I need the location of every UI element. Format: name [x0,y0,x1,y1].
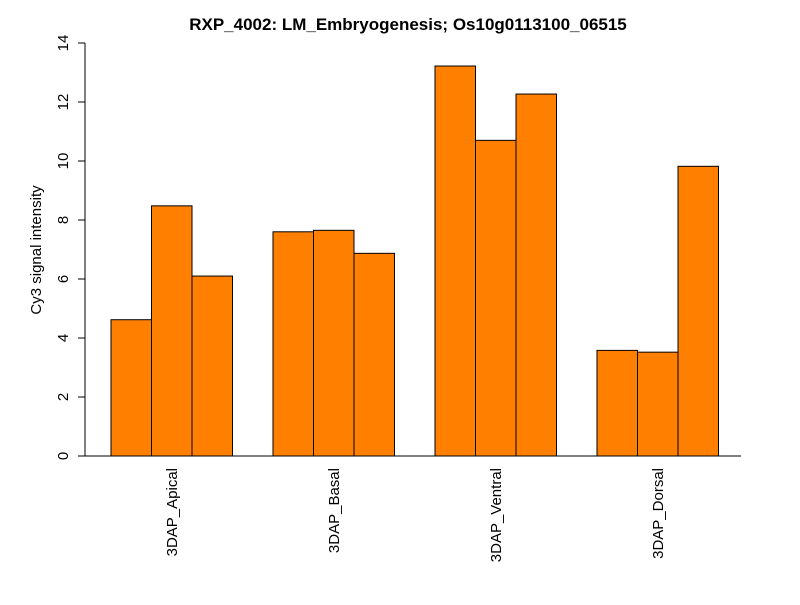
labels-layer: 3DAP_Apical 3DAP_Basal 3DAP_Ventral 3DAP_Do… [55,35,667,563]
bar-3dap-apical-rep3 [191,275,233,457]
axes-layer [78,42,741,457]
y-tick-label-12: 12 [55,94,72,111]
y-tick-label-2: 2 [55,393,72,401]
bar-3dap-ventral-rep2 [475,139,517,457]
category-label-3dap-apical: 3DAP_Apical [164,468,181,556]
category-label-3dap-basal: 3DAP_Basal [326,468,343,553]
bar-3dap-dorsal-rep3 [677,165,719,457]
y-tick-label-10: 10 [55,153,72,170]
bar-3dap-dorsal-rep1 [596,349,638,457]
y-tick-label-4: 4 [55,334,72,342]
bars-layer [110,65,719,457]
bar-3dap-ventral-rep1 [434,65,476,457]
y-tick-label-8: 8 [55,216,72,224]
bar-3dap-basal-rep2 [313,229,355,457]
category-label-3dap-ventral: 3DAP_Ventral [488,468,505,562]
bar-3dap-apical-rep2 [151,205,193,457]
bar-3dap-basal-rep1 [272,231,314,457]
y-tick-label-14: 14 [55,35,72,52]
bar-3dap-basal-rep3 [353,252,395,457]
y-tick-label-0: 0 [55,452,72,460]
y-axis-label: Cy3 signal intensity [28,185,45,315]
chart-title: RXP_4002: LM_Embryogenesis; Os10g0113100… [189,15,627,34]
bar-3dap-dorsal-rep2 [637,351,679,457]
bar-3dap-apical-rep1 [110,319,152,457]
y-tick-label-6: 6 [55,275,72,283]
bar-3dap-ventral-rep3 [515,93,557,457]
category-label-3dap-dorsal: 3DAP_Dorsal [650,468,667,559]
